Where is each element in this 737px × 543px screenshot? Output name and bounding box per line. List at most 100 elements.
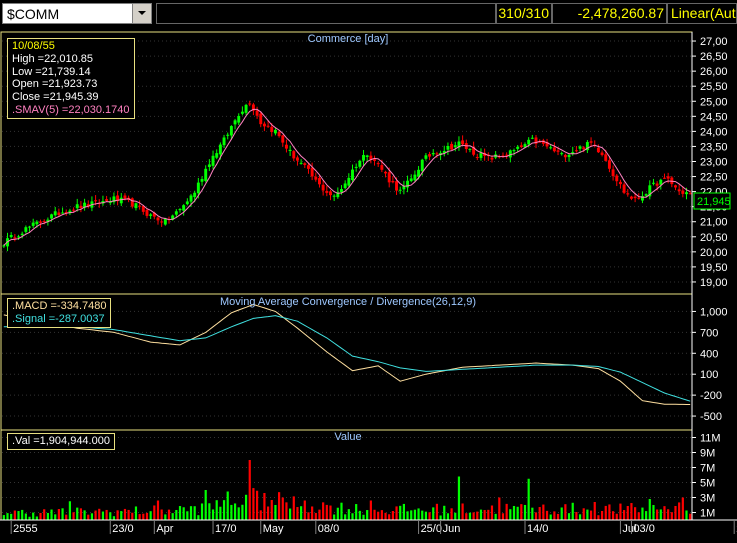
candle-body <box>552 147 556 152</box>
last-price-marker: 21,945 <box>693 192 731 210</box>
candle <box>530 134 534 140</box>
macd-y-tick-label: 1,000 <box>700 306 728 318</box>
candle-body <box>75 204 79 209</box>
candle <box>369 151 373 164</box>
candle <box>494 151 498 160</box>
candle <box>332 194 336 202</box>
candle <box>406 175 410 193</box>
price-y-tick-label: 22,50 <box>700 172 728 184</box>
symbol-selector[interactable]: $COMM <box>2 3 152 24</box>
candle-body <box>442 150 446 154</box>
candle-body <box>365 155 369 158</box>
candle-body <box>101 200 105 204</box>
candle-body <box>61 212 65 214</box>
candle <box>589 137 593 147</box>
candle-body <box>288 149 292 151</box>
candle-body <box>251 104 255 111</box>
info-sma: .SMAV(5) =22,030.1740 <box>12 103 130 116</box>
candle-body <box>336 192 340 198</box>
value-info-box: .Val =1,904,944.000 <box>7 433 115 450</box>
candle-body <box>178 208 182 211</box>
info-macd: .MACD =-334.7480 <box>12 300 107 312</box>
candle <box>674 184 677 191</box>
candle <box>677 184 681 196</box>
candle-body <box>130 198 134 207</box>
candle <box>428 151 432 161</box>
price-y-tick-label: 26,00 <box>700 66 728 78</box>
candle-body <box>424 155 428 159</box>
candle <box>79 201 83 213</box>
candle-body <box>174 211 178 215</box>
candle-body <box>273 129 277 134</box>
candle-body <box>255 110 259 116</box>
candle <box>596 144 600 153</box>
candle <box>13 233 17 242</box>
candle-body <box>644 194 648 196</box>
candle-body <box>160 221 164 223</box>
price-y-tick-label: 23,50 <box>700 141 728 153</box>
candle-body <box>450 143 454 150</box>
candle-body <box>68 210 72 214</box>
candle-body <box>24 227 28 232</box>
candle <box>475 153 479 161</box>
candle <box>90 196 94 212</box>
candle <box>666 172 670 184</box>
candle-body <box>321 184 325 191</box>
price-y-tick-label: 21,00 <box>700 217 728 229</box>
value-y-tick-label: 11M <box>700 433 721 445</box>
info-close: Close =21,945.39 <box>12 91 99 104</box>
candle-body <box>277 132 281 137</box>
candle <box>651 178 655 186</box>
candle <box>211 150 215 169</box>
candle-body <box>185 201 189 205</box>
candle-body <box>108 202 112 204</box>
candle-body <box>182 205 186 211</box>
macd-y-tick-label: 700 <box>700 327 718 339</box>
candle <box>200 176 204 186</box>
candle-body <box>604 154 608 161</box>
sma-line <box>3 108 691 246</box>
candle-body <box>259 113 263 125</box>
candle <box>424 153 428 161</box>
candle-body <box>615 175 619 182</box>
candle-body <box>607 160 611 169</box>
value-y-tick-label: 9M <box>700 448 715 460</box>
candle-body <box>145 209 149 216</box>
price-y-tick-label: 26,50 <box>700 51 728 63</box>
x-tick-label: Jun <box>443 523 461 535</box>
candle-body <box>163 218 167 225</box>
candle <box>391 176 395 184</box>
candle-body <box>534 137 538 144</box>
candle <box>398 186 402 195</box>
candle <box>644 193 648 198</box>
candle <box>178 208 182 213</box>
candle <box>138 200 142 210</box>
candle <box>659 178 663 190</box>
candle-body <box>490 157 494 160</box>
candle-body <box>306 165 310 169</box>
candle-body <box>563 154 567 158</box>
candle <box>629 195 633 201</box>
candle-body <box>86 204 90 207</box>
candle-body <box>428 154 432 157</box>
candle-body <box>31 222 35 226</box>
candle-body <box>633 196 637 199</box>
candle-body <box>281 135 285 143</box>
candle <box>314 172 318 182</box>
symbol-dropdown-button[interactable] <box>132 4 151 23</box>
candle <box>376 161 380 168</box>
candle-body <box>72 209 76 211</box>
candle-body <box>545 141 549 147</box>
candle <box>185 198 189 206</box>
candle <box>240 106 244 116</box>
candle-body <box>53 211 57 216</box>
value-panel-title: Value <box>334 431 361 443</box>
candle-body <box>582 147 586 150</box>
candle-body <box>395 181 399 191</box>
info-signal: .Signal =-287.0037 <box>12 312 105 325</box>
candle <box>215 149 219 160</box>
candle-body <box>46 219 50 223</box>
candle <box>567 153 571 162</box>
candle-body <box>681 190 685 194</box>
